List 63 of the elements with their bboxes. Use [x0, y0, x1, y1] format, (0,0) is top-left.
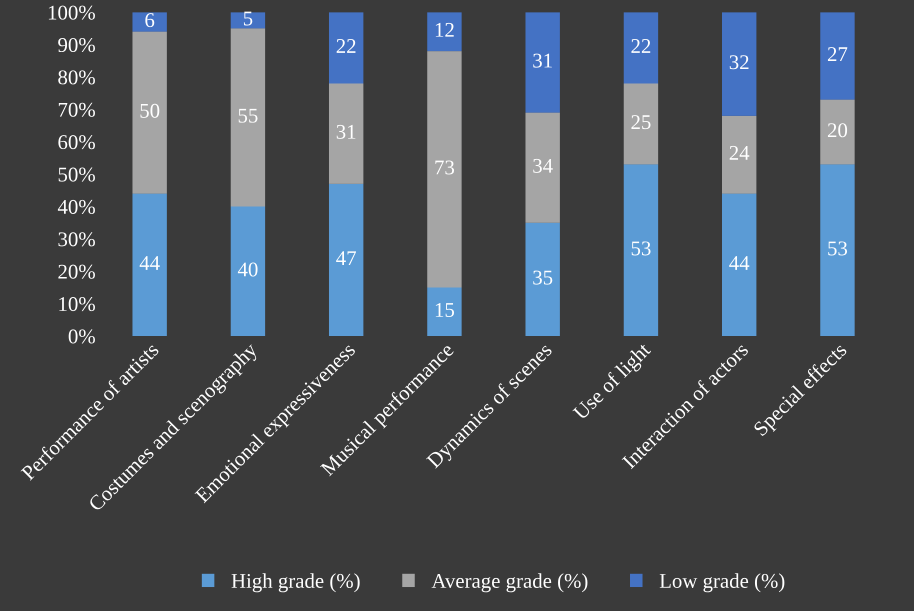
bar — [820, 100, 855, 164]
y-tick-label: 60% — [58, 135, 95, 150]
y-tick-label: 10% — [59, 297, 95, 312]
y-tick-label: 20% — [58, 264, 95, 279]
data-label: 31 — [336, 124, 356, 139]
bar — [722, 116, 756, 194]
y-tick-label: 40% — [58, 200, 95, 214]
bar — [722, 194, 756, 336]
bar — [132, 194, 167, 336]
data-label: 22 — [336, 39, 356, 53]
y-tick-label: 80% — [58, 70, 95, 84]
bar — [230, 206, 266, 336]
data-label: 24 — [730, 146, 750, 160]
bar — [328, 83, 364, 184]
bar — [427, 287, 462, 336]
data-label: 31 — [533, 54, 552, 68]
data-label: 47 — [336, 251, 356, 265]
bar — [525, 222, 560, 336]
bar — [132, 32, 167, 194]
y-tick-label: 90% — [58, 38, 95, 52]
bar — [230, 12, 266, 28]
bar — [722, 12, 756, 116]
data-label: 50 — [140, 104, 160, 118]
bar — [624, 164, 658, 336]
bar — [820, 164, 855, 336]
data-label: 73 — [435, 160, 454, 174]
y-tick-label: 70% — [58, 102, 95, 117]
bar — [624, 83, 658, 164]
data-label: 53 — [828, 241, 848, 256]
data-label: 15 — [436, 303, 454, 317]
data-label: 6 — [145, 13, 154, 28]
bar — [525, 12, 560, 113]
data-label: 5 — [244, 12, 252, 26]
bar — [525, 112, 560, 223]
bar — [132, 12, 167, 32]
legend-label: High grade (%) — [232, 573, 360, 592]
legend-label: Average grade (%) — [432, 573, 588, 592]
y-tick-label: 100% — [48, 6, 95, 20]
data-label: 27 — [828, 47, 848, 61]
data-label: 20 — [828, 123, 848, 138]
bar — [624, 12, 658, 84]
data-label: 35 — [533, 270, 552, 285]
bar — [427, 12, 462, 52]
bar — [328, 184, 364, 336]
data-label: 55 — [238, 108, 258, 123]
bar — [328, 12, 364, 84]
data-label: 53 — [632, 241, 651, 256]
bar — [820, 12, 855, 100]
bar — [230, 28, 266, 207]
data-label: 40 — [238, 262, 258, 276]
legend-label: Low grade (%) — [660, 573, 784, 592]
data-label: 32 — [730, 55, 748, 70]
y-tick-label: 50% — [58, 168, 95, 182]
x-tick-label: Use of light — [572, 340, 654, 424]
bar — [427, 51, 462, 288]
data-label: 34 — [533, 158, 553, 173]
y-tick-label: 0% — [68, 329, 95, 344]
data-label: 12 — [436, 22, 454, 37]
data-label: 25 — [631, 115, 651, 130]
data-label: 44 — [729, 256, 750, 270]
y-tick-label: 30% — [58, 232, 95, 246]
data-label: 44 — [140, 256, 160, 270]
data-label: 22 — [631, 39, 650, 53]
